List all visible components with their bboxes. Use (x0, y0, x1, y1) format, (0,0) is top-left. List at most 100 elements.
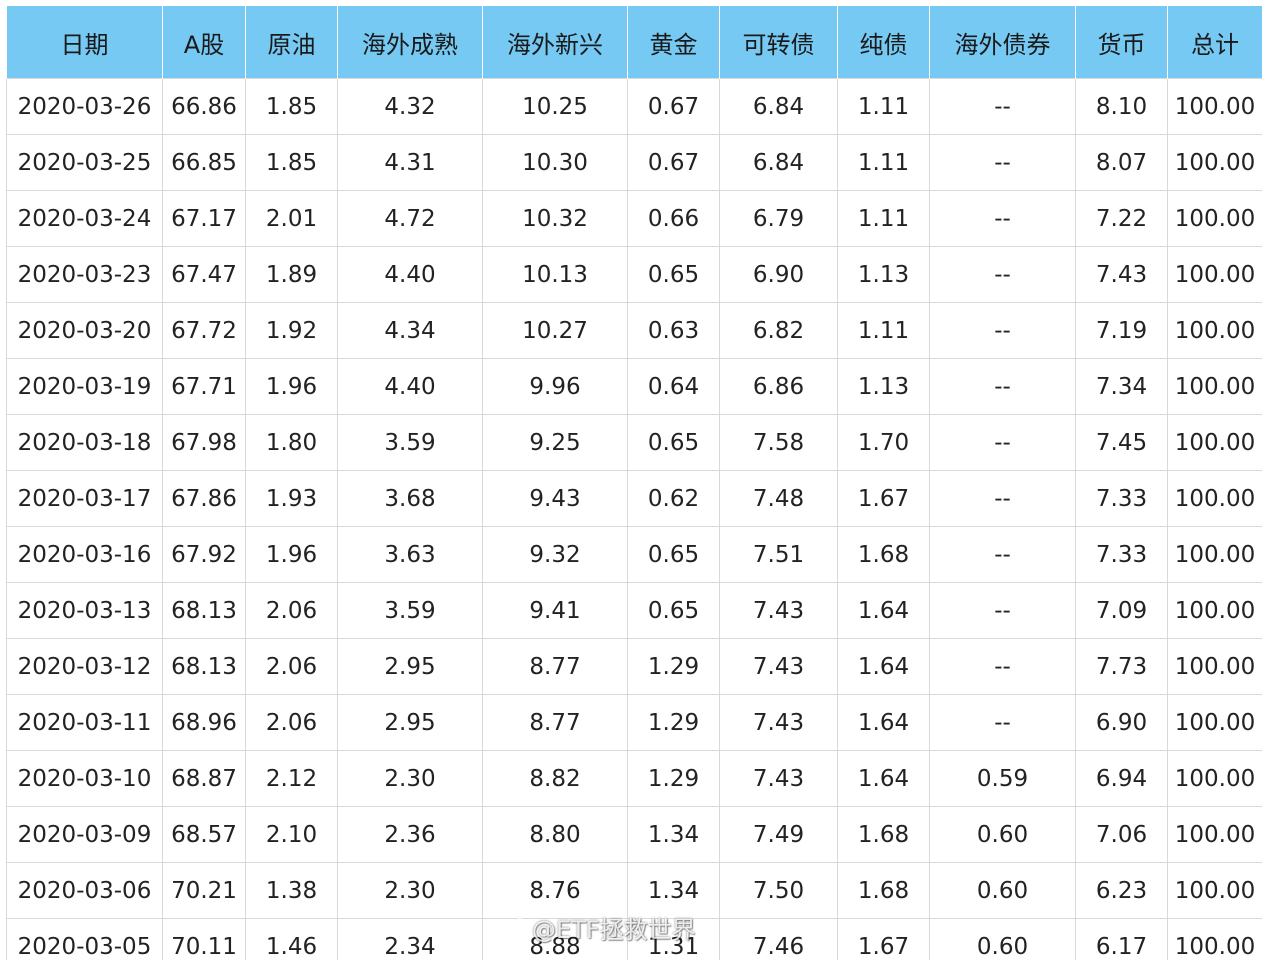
table-row: 2020-03-17 67.86 1.93 3.68 9.43 0.62 7.48 1.67-… (6, 470, 1262, 527)
allocation-table-container: 日期 A股 原油 海外成熟 海外新兴 黄金 可转债 纯债 海外债券 货币 总计 2020-03-26… (6, 6, 1262, 960)
value-cell: -- (929, 694, 1076, 751)
value-cell: 9.25 (482, 414, 628, 471)
value-cell: 1.64 (837, 582, 930, 639)
value-cell: 1.38 (245, 862, 338, 919)
value-cell: 7.34 (1075, 358, 1168, 415)
allocation-table: 日期 A股 原油 海外成熟 海外新兴 黄金 可转债 纯债 海外债券 货币 总计 2020-03-26… (6, 6, 1262, 960)
value-cell: 1.68 (837, 526, 930, 583)
value-cell: 2.95 (337, 694, 483, 751)
value-cell: 1.85 (245, 78, 338, 135)
value-cell: 100.00 (1167, 638, 1262, 695)
value-cell: 1.67 (837, 918, 930, 960)
value-cell: 67.71 (162, 358, 246, 415)
value-cell: 0.60 (929, 862, 1076, 919)
value-cell: 9.32 (482, 526, 628, 583)
date-cell: 2020-03-11 (6, 694, 163, 751)
value-cell: 7.43 (719, 694, 838, 751)
date-cell: 2020-03-05 (6, 918, 163, 960)
value-cell: 6.84 (719, 134, 838, 191)
value-cell: 6.17 (1075, 918, 1168, 960)
table-row: 2020-03-25 66.85 1.85 4.31 10.30 0.67 6.84 1.11… (6, 134, 1262, 191)
value-cell: 1.96 (245, 358, 338, 415)
column-header: 海外新兴 (482, 6, 628, 79)
value-cell: 1.11 (837, 78, 930, 135)
value-cell: 10.30 (482, 134, 628, 191)
value-cell: 100.00 (1167, 134, 1262, 191)
value-cell: 70.11 (162, 918, 246, 960)
column-header: A股 (162, 6, 246, 79)
value-cell: 6.86 (719, 358, 838, 415)
value-cell: 1.89 (245, 246, 338, 303)
value-cell: 100.00 (1167, 78, 1262, 135)
value-cell: 9.96 (482, 358, 628, 415)
value-cell: 4.34 (337, 302, 483, 359)
value-cell: 8.77 (482, 694, 628, 751)
value-cell: 7.73 (1075, 638, 1168, 695)
value-cell: 10.27 (482, 302, 628, 359)
value-cell: 1.29 (627, 694, 720, 751)
value-cell: 0.60 (929, 806, 1076, 863)
value-cell: 6.84 (719, 78, 838, 135)
value-cell: 0.67 (627, 78, 720, 135)
value-cell: 0.65 (627, 526, 720, 583)
value-cell: 1.93 (245, 470, 338, 527)
value-cell: 4.40 (337, 246, 483, 303)
table-row: 2020-03-10 68.87 2.12 2.30 8.82 1.29 7.43 1.64 0… (6, 750, 1262, 807)
date-cell: 2020-03-09 (6, 806, 163, 863)
value-cell: 1.68 (837, 806, 930, 863)
value-cell: 0.65 (627, 246, 720, 303)
date-cell: 2020-03-13 (6, 582, 163, 639)
table-row: 2020-03-09 68.57 2.10 2.36 8.80 1.34 7.49 1.68 0… (6, 806, 1262, 863)
value-cell: 2.12 (245, 750, 338, 807)
value-cell: 3.59 (337, 414, 483, 471)
value-cell: 100.00 (1167, 862, 1262, 919)
column-header: 海外成熟 (337, 6, 483, 79)
value-cell: 1.46 (245, 918, 338, 960)
value-cell: -- (929, 246, 1076, 303)
value-cell: 9.43 (482, 470, 628, 527)
value-cell: 1.80 (245, 414, 338, 471)
value-cell: 67.86 (162, 470, 246, 527)
value-cell: 67.98 (162, 414, 246, 471)
table-row: 2020-03-20 67.72 1.92 4.34 10.27 0.63 6.82 1.11… (6, 302, 1262, 359)
value-cell: 2.30 (337, 862, 483, 919)
value-cell: 7.48 (719, 470, 838, 527)
value-cell: 3.68 (337, 470, 483, 527)
value-cell: 0.67 (627, 134, 720, 191)
value-cell: 68.96 (162, 694, 246, 751)
value-cell: 100.00 (1167, 358, 1262, 415)
value-cell: 7.45 (1075, 414, 1168, 471)
value-cell: -- (929, 134, 1076, 191)
value-cell: 1.64 (837, 638, 930, 695)
value-cell: 1.96 (245, 526, 338, 583)
value-cell: 7.19 (1075, 302, 1168, 359)
value-cell: 100.00 (1167, 190, 1262, 247)
value-cell: 67.72 (162, 302, 246, 359)
date-cell: 2020-03-18 (6, 414, 163, 471)
value-cell: 10.25 (482, 78, 628, 135)
value-cell: -- (929, 190, 1076, 247)
table-row: 2020-03-12 68.13 2.06 2.95 8.77 1.29 7.43 1.64-… (6, 638, 1262, 695)
value-cell: 7.43 (719, 638, 838, 695)
value-cell: 8.82 (482, 750, 628, 807)
column-header: 纯债 (837, 6, 930, 79)
value-cell: 10.13 (482, 246, 628, 303)
value-cell: 8.07 (1075, 134, 1168, 191)
value-cell: 2.06 (245, 694, 338, 751)
value-cell: 1.70 (837, 414, 930, 471)
value-cell: 2.01 (245, 190, 338, 247)
value-cell: 0.64 (627, 358, 720, 415)
column-header: 货币 (1075, 6, 1168, 79)
value-cell: 100.00 (1167, 302, 1262, 359)
value-cell: 7.49 (719, 806, 838, 863)
value-cell: 1.13 (837, 246, 930, 303)
value-cell: 0.65 (627, 582, 720, 639)
table-row: 2020-03-11 68.96 2.06 2.95 8.77 1.29 7.43 1.64-… (6, 694, 1262, 751)
value-cell: 100.00 (1167, 582, 1262, 639)
value-cell: 100.00 (1167, 750, 1262, 807)
value-cell: 6.90 (719, 246, 838, 303)
value-cell: 2.34 (337, 918, 483, 960)
value-cell: 100.00 (1167, 694, 1262, 751)
value-cell: 68.57 (162, 806, 246, 863)
value-cell: 1.68 (837, 862, 930, 919)
